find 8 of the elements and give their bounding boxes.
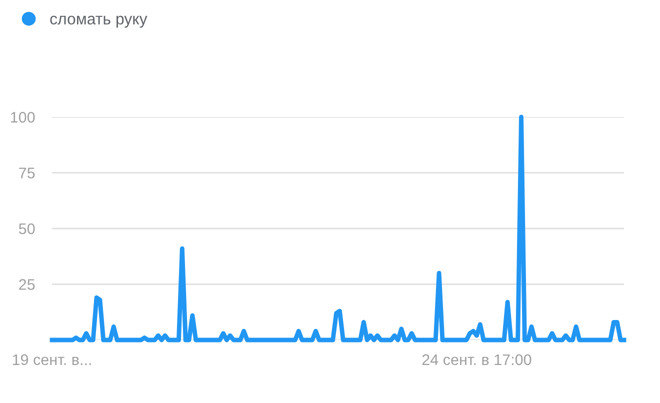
- x-tick-label: 24 сент. в 17:00: [422, 354, 532, 366]
- y-tick-label: 100: [11, 112, 35, 123]
- y-tick-label: 50: [18, 223, 35, 234]
- y-tick-label: 25: [19, 279, 35, 290]
- legend-label: сломать руку: [50, 16, 148, 28]
- y-tick-label: 75: [19, 168, 35, 178]
- x-tick-label: 19 сент. в...: [12, 354, 91, 366]
- line-series: [50, 114, 626, 342]
